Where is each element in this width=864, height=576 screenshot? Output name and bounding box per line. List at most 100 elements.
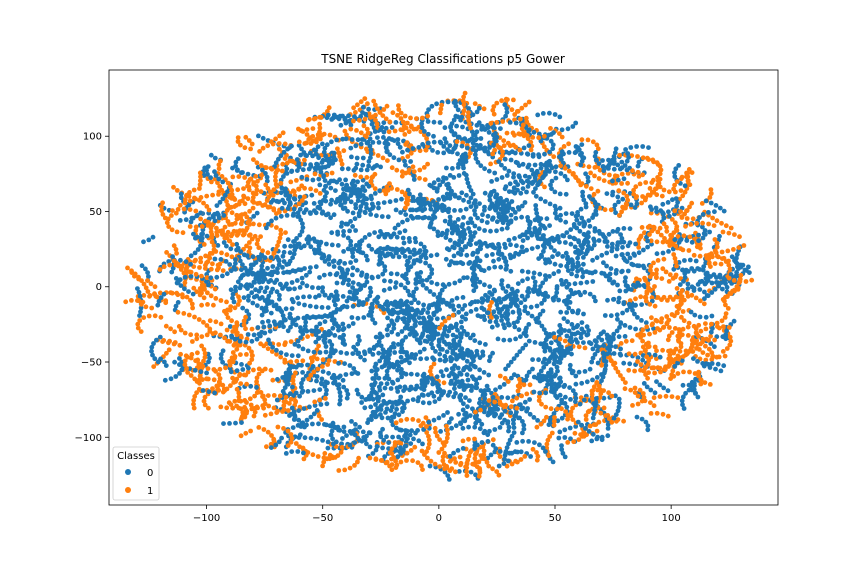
scatter-point-class-1 — [194, 390, 200, 396]
scatter-point-class-0 — [525, 310, 531, 316]
scatter-point-class-0 — [712, 209, 717, 215]
scatter-point-class-0 — [281, 270, 286, 276]
scatter-point-class-0 — [382, 268, 388, 273]
scatter-point-class-1 — [621, 418, 626, 424]
scatter-point-class-0 — [465, 404, 470, 410]
scatter-point-class-1 — [243, 430, 249, 436]
scatter-point-class-0 — [409, 428, 414, 434]
scatter-point-class-0 — [138, 309, 143, 315]
scatter-point-class-0 — [304, 422, 309, 428]
scatter-point-class-0 — [348, 219, 353, 224]
scatter-point-class-0 — [692, 312, 698, 318]
scatter-point-class-1 — [599, 362, 604, 368]
scatter-point-class-1 — [666, 333, 672, 339]
scatter-point-class-0 — [264, 178, 270, 184]
scatter-point-class-1 — [490, 466, 495, 472]
scatter-point-class-1 — [640, 327, 646, 333]
scatter-point-class-1 — [410, 458, 415, 464]
scatter-point-class-0 — [393, 120, 399, 125]
scatter-point-class-0 — [378, 127, 383, 132]
scatter-point-class-0 — [421, 427, 426, 432]
scatter-point-class-0 — [448, 125, 453, 130]
scatter-point-class-0 — [675, 200, 680, 205]
scatter-point-class-1 — [675, 234, 681, 239]
scatter-point-class-0 — [391, 414, 397, 420]
scatter-point-class-0 — [290, 321, 296, 326]
scatter-point-class-1 — [243, 314, 249, 320]
scatter-point-class-0 — [501, 382, 507, 387]
scatter-point-class-0 — [268, 278, 274, 283]
scatter-point-class-1 — [718, 261, 724, 267]
scatter-point-class-0 — [264, 285, 270, 291]
scatter-point-class-0 — [550, 146, 556, 152]
scatter-point-class-0 — [452, 98, 458, 104]
scatter-point-class-1 — [680, 193, 686, 199]
scatter-point-class-0 — [697, 267, 703, 272]
scatter-point-class-0 — [367, 207, 373, 213]
scatter-point-class-0 — [274, 277, 280, 283]
scatter-point-class-0 — [325, 380, 330, 386]
scatter-point-class-0 — [370, 275, 375, 281]
scatter-point-class-1 — [461, 102, 467, 108]
scatter-point-class-0 — [206, 359, 211, 365]
scatter-point-class-1 — [327, 456, 333, 462]
scatter-point-class-0 — [575, 145, 581, 151]
scatter-point-class-1 — [587, 423, 593, 429]
scatter-point-class-0 — [315, 204, 321, 210]
scatter-point-class-0 — [691, 356, 696, 361]
scatter-point-class-1 — [613, 365, 619, 371]
scatter-point-class-1 — [549, 430, 555, 436]
scatter-point-class-1 — [454, 139, 460, 145]
scatter-point-class-0 — [518, 449, 524, 455]
scatter-point-class-1 — [296, 201, 302, 207]
scatter-point-class-1 — [643, 372, 648, 377]
scatter-point-class-0 — [216, 215, 222, 221]
scatter-point-class-1 — [275, 243, 280, 249]
scatter-point-class-1 — [595, 387, 600, 393]
scatter-point-class-0 — [366, 163, 371, 169]
scatter-point-class-0 — [489, 179, 494, 184]
scatter-point-class-0 — [368, 289, 374, 295]
scatter-point-class-0 — [645, 427, 651, 433]
scatter-point-class-0 — [692, 381, 697, 386]
scatter-point-class-1 — [494, 100, 500, 106]
scatter-point-class-0 — [580, 193, 586, 199]
scatter-point-class-1 — [197, 265, 202, 270]
scatter-point-class-1 — [625, 180, 630, 186]
scatter-point-class-0 — [526, 226, 532, 231]
scatter-point-class-0 — [552, 355, 558, 360]
scatter-point-class-0 — [291, 410, 297, 416]
scatter-point-class-0 — [520, 278, 525, 284]
scatter-point-class-0 — [473, 204, 479, 210]
scatter-point-class-0 — [323, 349, 329, 355]
scatter-point-class-0 — [526, 290, 532, 295]
scatter-point-class-0 — [570, 291, 576, 297]
scatter-point-class-1 — [518, 457, 524, 462]
scatter-point-class-0 — [301, 243, 307, 249]
scatter-point-class-0 — [535, 418, 540, 423]
scatter-point-class-0 — [305, 389, 311, 394]
scatter-point-class-1 — [654, 160, 660, 166]
scatter-point-class-1 — [698, 381, 704, 387]
scatter-point-class-1 — [256, 245, 262, 251]
scatter-point-class-0 — [540, 111, 546, 116]
scatter-point-class-0 — [453, 113, 459, 119]
scatter-point-class-0 — [513, 179, 518, 185]
scatter-point-class-0 — [563, 394, 568, 400]
scatter-point-class-0 — [326, 370, 331, 376]
scatter-point-class-1 — [262, 412, 268, 418]
scatter-point-class-1 — [415, 460, 421, 465]
scatter-point-class-0 — [572, 244, 578, 250]
scatter-point-class-0 — [303, 207, 309, 213]
scatter-point-class-1 — [181, 206, 187, 212]
scatter-point-class-0 — [394, 234, 400, 240]
scatter-point-class-1 — [453, 469, 458, 475]
scatter-point-class-1 — [646, 340, 651, 346]
scatter-point-class-1 — [591, 422, 597, 427]
scatter-point-class-0 — [623, 288, 629, 294]
scatter-point-class-0 — [458, 392, 464, 398]
scatter-point-class-0 — [551, 361, 557, 367]
scatter-point-class-0 — [572, 281, 578, 287]
scatter-point-class-0 — [328, 311, 333, 317]
scatter-point-class-1 — [316, 343, 321, 349]
